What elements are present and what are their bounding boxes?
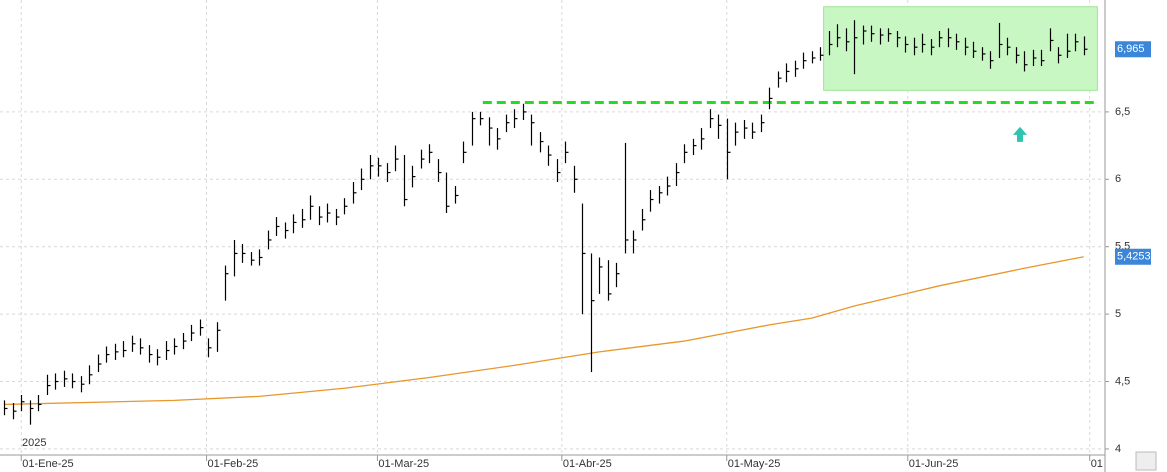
moving-average <box>4 256 1084 406</box>
y-tick-label: 5 <box>1115 308 1121 320</box>
price-label: 5,4253 <box>1117 251 1151 263</box>
y-tick-label: 4,5 <box>1115 375 1130 387</box>
y-tick-label: 6 <box>1115 173 1121 185</box>
year-label: 2025 <box>22 437 46 449</box>
y-tick-label: 4 <box>1115 443 1121 455</box>
x-tick-label: 01-Abr-25 <box>563 458 612 470</box>
x-tick-label: 01-Feb-25 <box>208 458 259 470</box>
x-tick-label: 01 <box>1091 458 1103 470</box>
x-tick-label: 01-Ene-25 <box>22 458 73 470</box>
price-label: 6,965 <box>1117 43 1145 55</box>
scroll-button[interactable] <box>1135 451 1157 471</box>
highlight-box <box>823 6 1098 91</box>
price-label-box <box>1115 41 1151 58</box>
price-label-box <box>1115 248 1151 265</box>
arrow <box>1013 126 1027 142</box>
x-tick-label: 01-Jun-25 <box>909 458 959 470</box>
x-tick-label: 01-Mar-25 <box>378 458 429 470</box>
x-tick-label: 01-May-25 <box>728 458 781 470</box>
y-tick-label: 6,5 <box>1115 106 1130 118</box>
